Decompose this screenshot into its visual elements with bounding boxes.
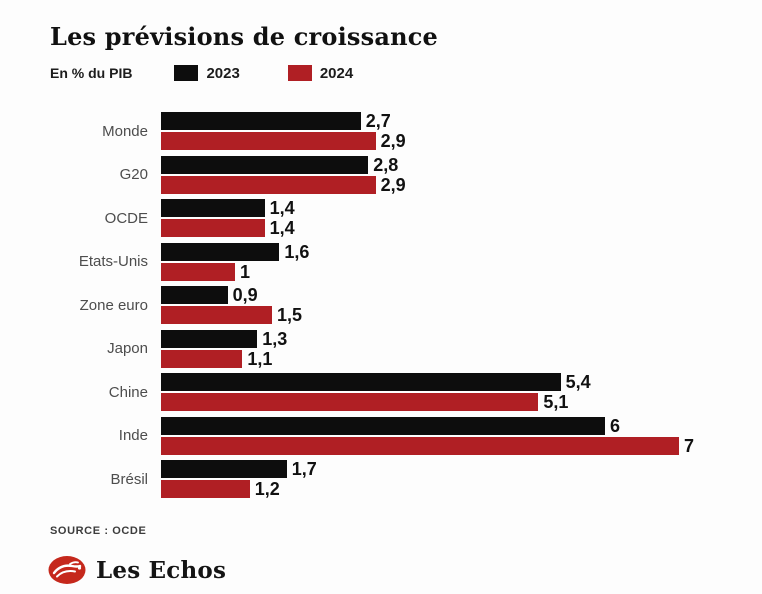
category-label: Etats-Unis	[78, 253, 148, 270]
chart-row: Etats-Unis 1,6 1	[0, 241, 762, 282]
bar-2024	[161, 262, 235, 281]
legend-unit-label: En % du PIB	[50, 65, 133, 81]
bar-pair: 5,4 5,1	[161, 373, 591, 411]
bar-pair: 2,8 2,9	[161, 154, 406, 195]
branding: Les Echos	[48, 555, 226, 585]
bar-line-2024: 7	[161, 435, 695, 456]
legend-swatch-2024	[287, 65, 312, 81]
legend-swatch-2023	[174, 65, 199, 81]
bar-line-2023: 1,6	[161, 241, 310, 262]
category-label: OCDE	[104, 209, 148, 227]
bar-line-2023: 1,4	[161, 199, 295, 217]
bar-value-label: 1,4	[269, 198, 295, 218]
category-label: Brésil	[110, 470, 148, 488]
bar-line-2024: 1,1	[161, 348, 287, 369]
bar-line-2023: 2,7	[161, 112, 406, 130]
bar-2024	[161, 219, 265, 237]
bar-2024	[161, 175, 376, 194]
bar-2023	[161, 460, 287, 478]
bar-line-2024: 1,2	[161, 480, 317, 498]
bar-value-label: 1,5	[277, 305, 303, 325]
chart-row: G20 2,8 2,9	[0, 154, 762, 195]
chart-row: Inde 6 7	[0, 415, 762, 456]
legend-label-2023: 2023	[206, 64, 240, 82]
bar-2023	[161, 329, 258, 348]
lesechos-logo-icon	[48, 556, 86, 584]
bar-value-label: 5,1	[543, 392, 569, 412]
bar-pair: 2,7 2,9	[161, 112, 406, 150]
bar-2024	[161, 132, 376, 150]
bar-pair: 0,9 1,5	[161, 286, 302, 324]
bar-pair: 1,3 1,1	[161, 328, 288, 369]
bar-value-label: 2,9	[380, 131, 406, 151]
bar-line-2023: 6	[161, 415, 694, 436]
bar-line-2023: 5,4	[161, 373, 591, 391]
bar-2023	[161, 199, 265, 217]
bar-pair: 1,4 1,4	[161, 199, 295, 237]
legend: En % du PIB 2023 2024	[50, 64, 353, 82]
bar-2024	[161, 393, 539, 411]
category-label: Chine	[108, 383, 148, 401]
bar-2023	[161, 416, 605, 435]
legend-label-2024: 2024	[319, 64, 354, 82]
bar-line-2024: 1,5	[161, 306, 302, 324]
bar-value-label: 1,4	[269, 218, 295, 238]
chart-rows: Monde 2,7 2,9 G20 2,8 2,9 OCDE 1,4 1,4 Etats-Unis…	[0, 112, 762, 504]
bar-2024	[161, 480, 250, 498]
chart-row: Chine 5,4 5,1	[0, 373, 762, 411]
bar-value-label: 2,9	[380, 174, 406, 195]
category-label: G20	[119, 166, 148, 183]
bar-value-label: 1,2	[254, 479, 280, 499]
bar-2023	[161, 373, 561, 391]
bar-value-label: 1,7	[291, 459, 317, 479]
bar-line-2024: 1,4	[161, 219, 295, 237]
bar-line-2024: 5,1	[161, 393, 591, 411]
category-label: Japon	[107, 340, 148, 357]
bar-value-label: 1,1	[247, 348, 273, 369]
bar-2024	[161, 436, 679, 455]
category-label: Zone euro	[79, 296, 148, 314]
bar-pair: 1,6 1	[161, 241, 310, 282]
bar-line-2024: 2,9	[161, 132, 406, 150]
bar-value-label: 7	[684, 435, 695, 456]
page-title: Les prévisions de croissance	[50, 22, 439, 51]
bar-2023	[161, 242, 280, 261]
bar-2024	[161, 306, 272, 324]
bar-2023	[161, 112, 361, 130]
bar-value-label: 6	[610, 415, 621, 436]
bar-2023	[161, 286, 228, 304]
bar-line-2024: 2,9	[161, 174, 406, 195]
bar-value-label: 2,8	[373, 154, 399, 175]
brand-name: Les Echos	[96, 556, 227, 584]
bar-line-2024: 1	[161, 261, 309, 282]
source-note: SOURCE : OCDE	[50, 525, 147, 537]
bar-pair: 1,7 1,2	[161, 460, 317, 498]
chart-row: Brésil 1,7 1,2	[0, 460, 762, 498]
legend-item-2024: 2024	[287, 64, 354, 82]
bar-line-2023: 0,9	[161, 286, 302, 304]
chart-row: Japon 1,3 1,1	[0, 328, 762, 369]
bar-line-2023: 1,7	[161, 460, 317, 478]
bar-value-label: 1,3	[262, 328, 288, 349]
bar-2023	[161, 155, 369, 174]
legend-item-2023: 2023	[174, 64, 240, 82]
bar-value-label: 5,4	[565, 372, 591, 392]
category-label: Monde	[102, 122, 148, 140]
bar-value-label: 1	[240, 261, 251, 282]
chart-row: Zone euro 0,9 1,5	[0, 286, 762, 324]
bar-value-label: 1,6	[284, 241, 310, 262]
bar-value-label: 0,9	[232, 285, 258, 305]
chart-row: OCDE 1,4 1,4	[0, 199, 762, 237]
bar-line-2023: 1,3	[161, 328, 288, 349]
bar-2024	[161, 349, 243, 368]
category-label: Inde	[118, 427, 148, 444]
bar-line-2023: 2,8	[161, 154, 406, 175]
chart-row: Monde 2,7 2,9	[0, 112, 762, 150]
bar-value-label: 2,7	[365, 111, 391, 131]
